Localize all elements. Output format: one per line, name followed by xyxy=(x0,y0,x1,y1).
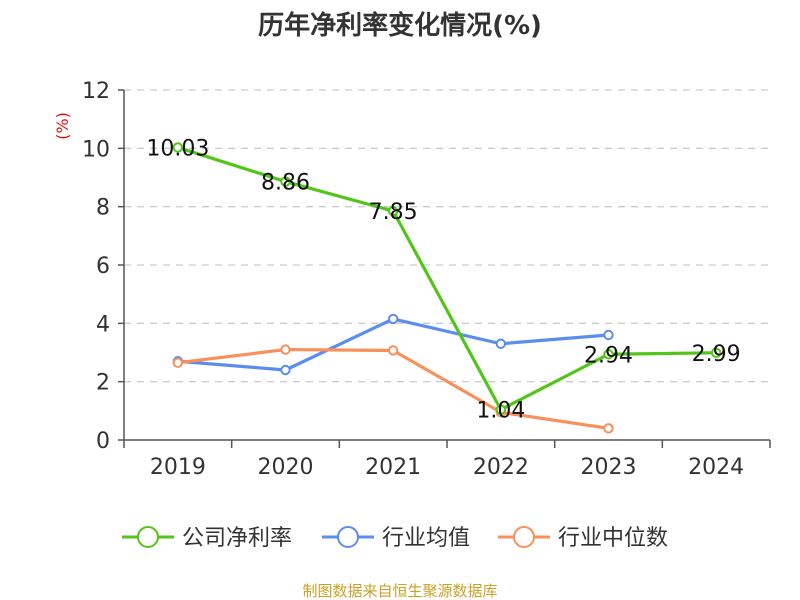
x-tick-label: 2021 xyxy=(365,455,421,480)
series-line-0 xyxy=(177,145,717,412)
data-point xyxy=(603,423,614,434)
y-tick-label: 4 xyxy=(96,312,110,337)
data-point xyxy=(603,329,614,341)
data-point xyxy=(280,364,291,376)
legend-label: 公司净利率 xyxy=(182,526,292,551)
y-tick-label: 2 xyxy=(96,371,110,396)
y-tick-label: 10 xyxy=(82,137,110,162)
legend-item-1: 行业均值 xyxy=(322,526,470,551)
gridlines xyxy=(124,89,770,383)
legend-item-2: 行业中位数 xyxy=(498,526,668,551)
data-point xyxy=(495,338,507,349)
x-tick-label: 2019 xyxy=(150,455,206,480)
data-point xyxy=(603,349,614,360)
data-label: 1.04 xyxy=(476,399,525,424)
x-tick-label: 2020 xyxy=(258,455,314,480)
x-tick-label: 2024 xyxy=(688,455,744,480)
data-point xyxy=(172,357,184,368)
y-tick-label: 6 xyxy=(96,254,110,279)
data-point xyxy=(172,142,184,153)
y-tick-label: 0 xyxy=(96,429,110,454)
data-label: 8.86 xyxy=(261,171,310,196)
axes: 0 2 4 6 8 10 12 2019 2020 2021 2022 2023 2024 xyxy=(82,79,771,480)
source-note: 制图数据来自恒生聚源数据库 xyxy=(302,582,497,600)
data-label: 7.85 xyxy=(369,200,418,225)
data-label: 2.94 xyxy=(584,343,633,368)
legend-marker xyxy=(513,526,535,548)
data-label: 2.99 xyxy=(692,342,741,367)
data-point xyxy=(387,345,399,356)
legend: 公司净利率 行业均值 行业中位数 xyxy=(122,526,668,551)
data-labels: 10.03 8.86 7.85 1.04 2.94 2.99 xyxy=(146,136,740,423)
chart-title: 历年净利率变化情况(%) xyxy=(258,10,542,41)
legend-label: 行业均值 xyxy=(382,526,470,551)
data-point xyxy=(710,347,722,358)
legend-label: 行业中位数 xyxy=(558,526,668,551)
x-tick-label: 2023 xyxy=(581,455,637,480)
series-line-1 xyxy=(177,317,609,372)
y-axis-unit-label: (%) xyxy=(53,112,72,140)
series-layer xyxy=(172,142,722,434)
y-tick-label: 8 xyxy=(96,196,110,221)
data-point xyxy=(387,313,399,325)
legend-marker xyxy=(137,526,159,548)
x-tick-label: 2022 xyxy=(473,455,529,480)
data-point xyxy=(280,344,291,355)
y-tick-label: 12 xyxy=(82,79,110,104)
legend-marker xyxy=(337,526,359,548)
data-point xyxy=(280,176,291,187)
data-point xyxy=(387,205,399,217)
data-label: 10.03 xyxy=(146,136,209,161)
legend-item-0: 公司净利率 xyxy=(122,526,292,551)
data-point xyxy=(495,404,507,415)
